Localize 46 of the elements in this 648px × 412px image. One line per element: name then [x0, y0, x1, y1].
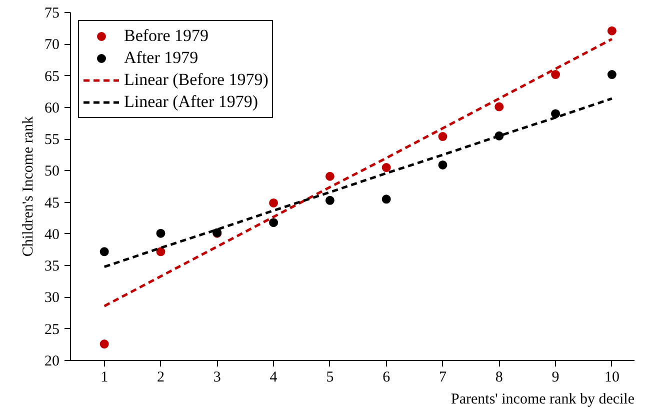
legend-label: Before 1979	[124, 25, 209, 47]
y-tick-label: 25	[44, 322, 60, 338]
point	[551, 109, 560, 118]
x-tick-label: 2	[156, 370, 164, 386]
x-tick-label: 5	[326, 370, 334, 386]
y-tick-label: 70	[44, 37, 60, 54]
x-tick-label: 4	[270, 370, 278, 386]
y-tick-label: 45	[44, 195, 60, 212]
y-tick-label: 55	[44, 132, 60, 148]
legend-label: Linear (After 1979)	[124, 91, 258, 113]
point	[269, 218, 278, 228]
point	[382, 163, 391, 172]
y-tick-label: 30	[44, 290, 60, 306]
x-tick-label: 3	[213, 370, 221, 386]
point	[494, 102, 504, 112]
x-axis-title: Parents' income rank by decile	[451, 392, 635, 408]
point	[100, 247, 109, 256]
y-tick-label: 40	[44, 226, 60, 243]
point	[100, 340, 109, 349]
point	[382, 194, 391, 204]
y-tick-label: 50	[44, 164, 60, 180]
legend-label: Linear (Before 1979)	[124, 69, 268, 91]
y-tick-label: 35	[44, 258, 60, 275]
x-tick-label: 9	[552, 370, 560, 386]
legend-label: After 1979	[124, 47, 198, 69]
point	[551, 70, 560, 79]
point	[325, 172, 334, 181]
point	[607, 70, 616, 79]
point	[607, 26, 616, 36]
x-tick-label: 1	[100, 370, 108, 386]
point	[325, 196, 334, 205]
point	[438, 160, 448, 170]
point	[156, 228, 166, 238]
x-tick-label: 10	[604, 370, 620, 386]
y-tick-label: 60	[44, 100, 60, 116]
line-series	[103, 97, 614, 268]
y-tick-label: 75	[44, 6, 60, 22]
y-axis-title: Children's Income rank	[20, 116, 36, 257]
y-tick-label: 65	[44, 68, 60, 85]
y-tick-label: 20	[44, 354, 60, 370]
point	[269, 198, 278, 208]
x-tick-label: 7	[438, 370, 447, 386]
point	[438, 132, 448, 142]
x-tick-label: 6	[382, 370, 391, 386]
point	[156, 247, 166, 256]
x-tick-label: 8	[495, 370, 503, 386]
